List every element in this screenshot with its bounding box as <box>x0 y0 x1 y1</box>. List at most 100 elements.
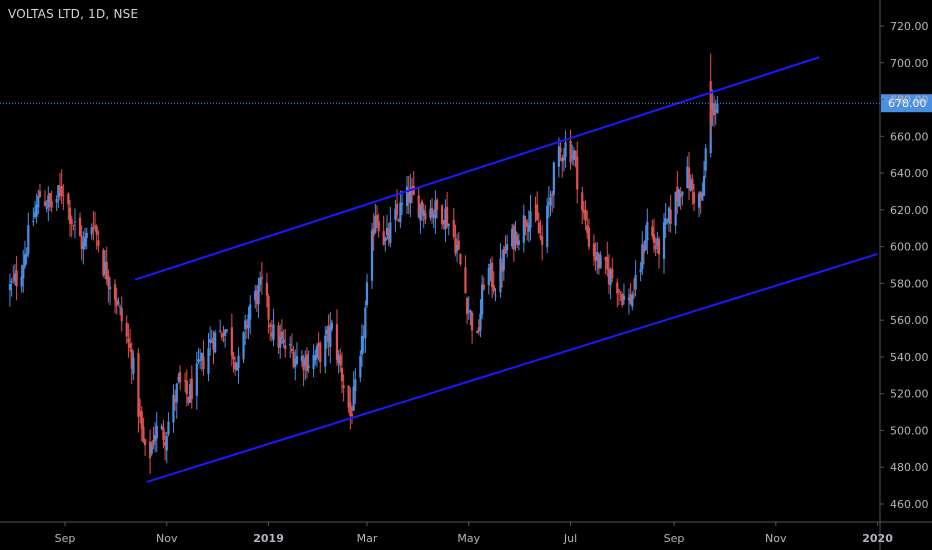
candle <box>43 190 47 207</box>
candle <box>375 205 379 229</box>
candle <box>686 156 689 189</box>
candle <box>352 371 355 411</box>
price-tick-label: 500.00 <box>890 424 929 437</box>
candle <box>93 212 97 232</box>
candle <box>537 212 540 235</box>
candle <box>90 223 93 240</box>
price-tick-label: 700.00 <box>890 57 929 70</box>
candle <box>254 284 257 309</box>
candle <box>220 331 223 341</box>
candle <box>597 252 601 275</box>
candle <box>342 374 345 402</box>
candle <box>138 398 142 424</box>
candle <box>631 291 634 311</box>
candle <box>172 384 175 433</box>
candle <box>400 190 404 215</box>
candle <box>164 431 167 461</box>
candle <box>481 275 484 319</box>
candle <box>642 241 646 265</box>
candle <box>512 223 515 262</box>
candle <box>594 242 597 271</box>
candle <box>222 325 225 343</box>
candle <box>464 255 467 294</box>
candle <box>280 319 284 345</box>
candle <box>67 192 70 221</box>
last-price-badge <box>881 94 932 113</box>
chart-title: VOLTAS LTD, 1D, NSE <box>8 7 139 21</box>
candle <box>459 253 462 266</box>
candle <box>13 263 17 286</box>
candle <box>160 423 163 431</box>
candle <box>479 299 482 338</box>
candle <box>339 348 342 373</box>
candle <box>174 389 177 411</box>
candle <box>115 287 118 315</box>
candle <box>35 193 38 224</box>
time-tick-label: 2019 <box>253 532 284 545</box>
candle <box>92 210 95 241</box>
candle <box>148 429 152 474</box>
candle <box>125 315 128 344</box>
candle <box>409 173 412 218</box>
candle <box>412 170 415 196</box>
candle <box>656 231 659 254</box>
candle <box>140 406 143 442</box>
candle <box>292 345 295 369</box>
candle <box>22 249 25 293</box>
candle <box>199 348 202 370</box>
candle <box>440 204 444 230</box>
candle <box>674 191 677 235</box>
candle <box>429 199 432 221</box>
candle <box>165 431 168 464</box>
candle <box>324 326 327 374</box>
channel-line[interactable] <box>146 253 878 483</box>
candle <box>267 293 270 334</box>
candle <box>711 89 714 126</box>
candle <box>200 352 203 372</box>
candle <box>669 194 672 233</box>
channel-line[interactable] <box>134 56 820 281</box>
candle <box>382 215 385 246</box>
candle <box>517 233 520 251</box>
candle <box>616 278 619 308</box>
candle <box>699 190 702 214</box>
candle <box>422 203 425 228</box>
price-tick-label: 620.00 <box>890 204 929 217</box>
candle <box>587 218 591 251</box>
candle <box>547 186 550 218</box>
candle <box>632 278 636 300</box>
candle <box>265 273 268 308</box>
time-tick-label: Jul <box>563 532 577 545</box>
candle <box>419 203 422 234</box>
candle <box>454 224 457 257</box>
candle <box>387 223 390 247</box>
candle <box>197 348 200 365</box>
candle <box>95 224 98 250</box>
candle <box>359 350 362 383</box>
candle <box>85 227 88 250</box>
candle <box>235 362 238 371</box>
price-tick-label: 460.00 <box>890 498 929 511</box>
candle <box>679 186 682 210</box>
candle <box>442 220 445 230</box>
candle <box>716 95 719 114</box>
time-tick-label: Nov <box>765 532 787 545</box>
candle <box>279 324 282 359</box>
candle <box>82 231 85 265</box>
candle <box>284 328 287 358</box>
candle <box>277 321 280 355</box>
candle <box>177 372 180 384</box>
price-axis[interactable]: 460.00 480.00 500.00 520.00 540.00 560.00 580.… <box>879 0 929 550</box>
candle <box>272 308 275 346</box>
candle <box>516 232 519 249</box>
candle <box>70 215 73 238</box>
time-tick-label: Sep <box>55 532 76 545</box>
candle <box>117 297 120 307</box>
candle <box>526 218 529 241</box>
candle <box>189 378 192 403</box>
candle <box>33 200 37 219</box>
candle <box>424 204 427 225</box>
time-axis[interactable]: Sep Nov 2019 Mar May Jul Sep Nov 2020 <box>0 521 932 545</box>
